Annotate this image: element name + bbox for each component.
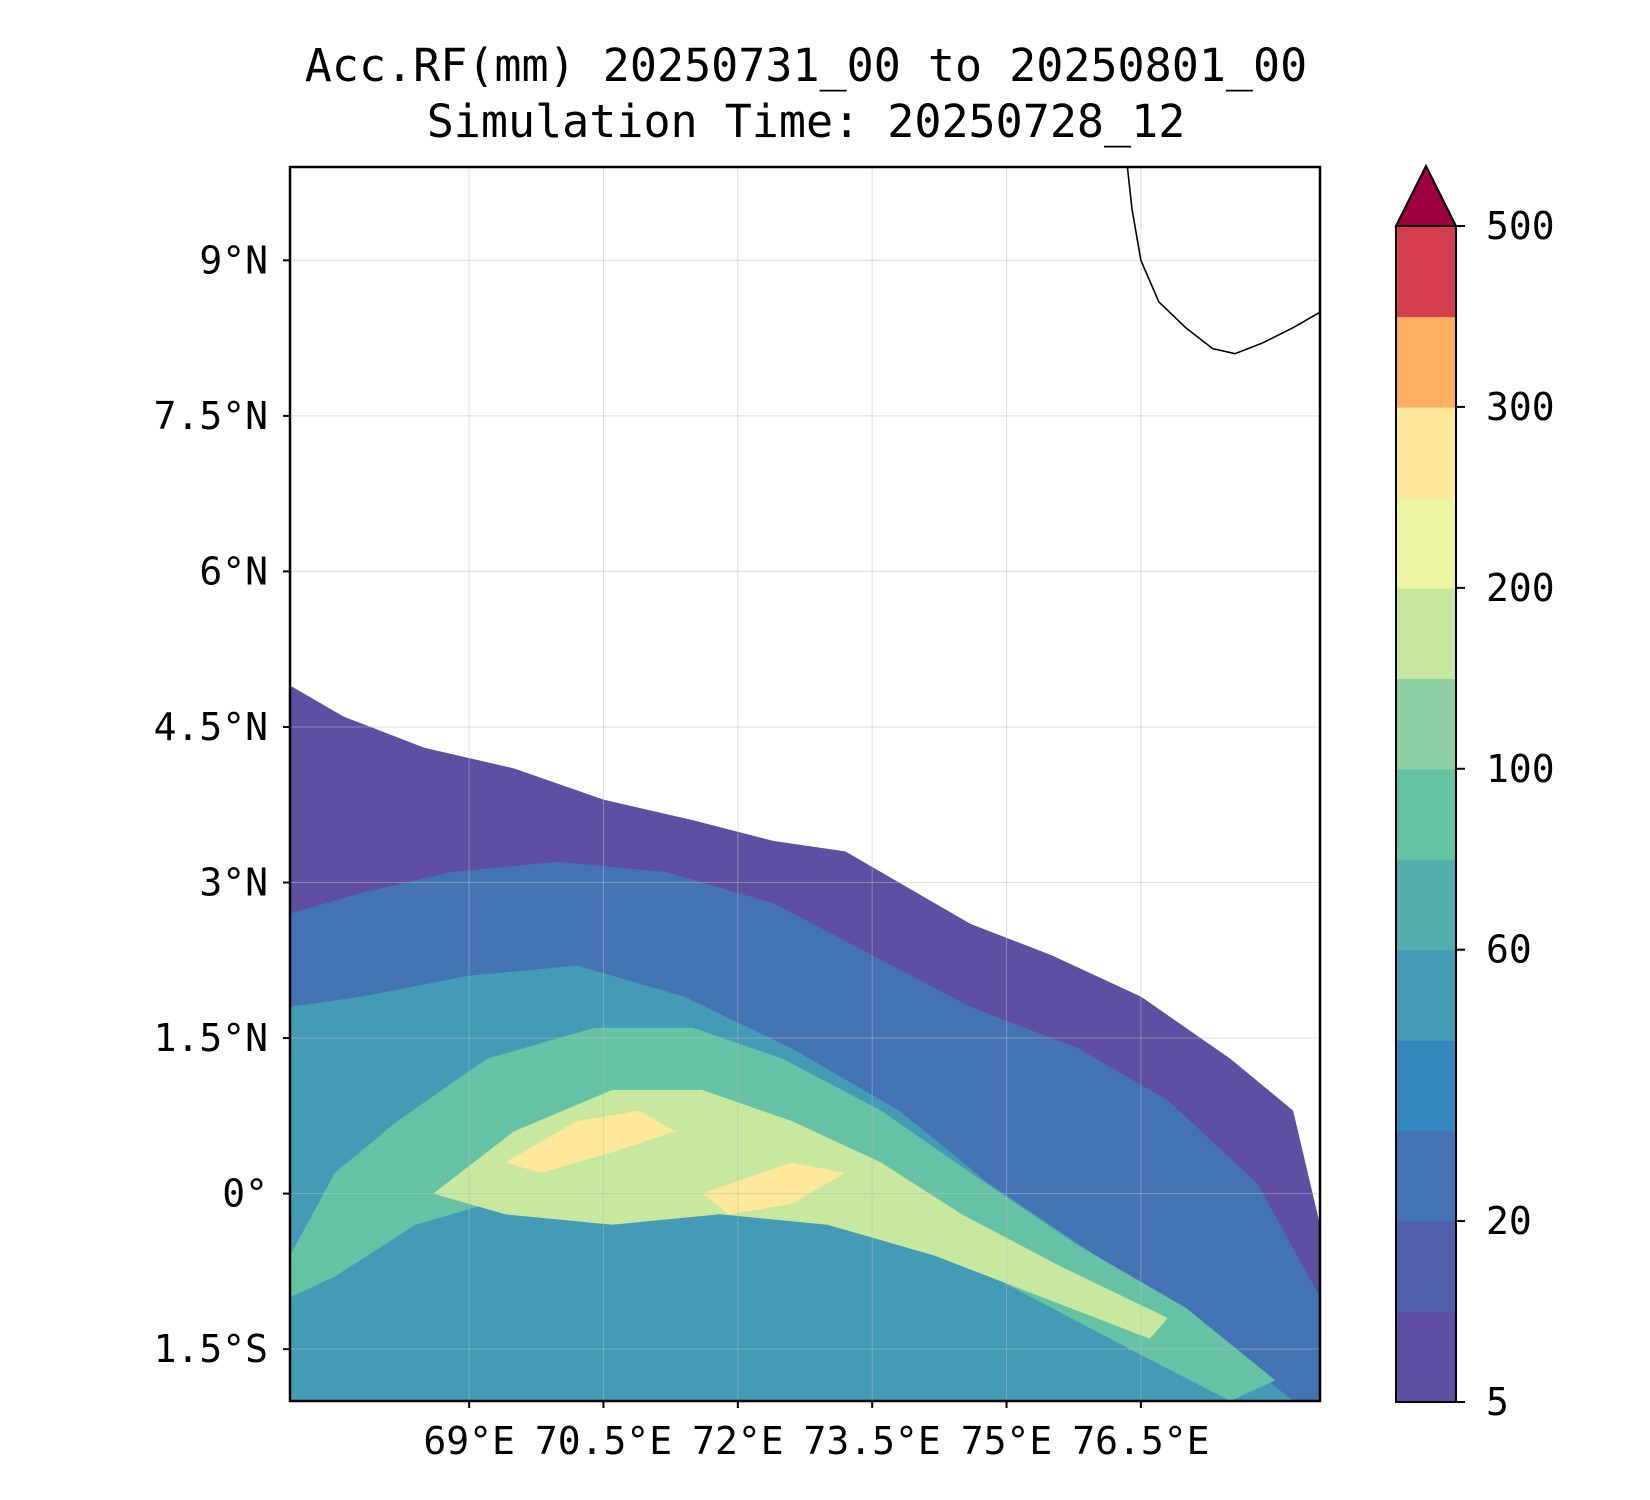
colorbar-segment-5 [1396, 859, 1456, 951]
colorbar-segment-12 [1396, 226, 1456, 318]
lon-tick-label-0: 69°E [423, 1419, 515, 1463]
colorbar-tick-label-5: 300 [1486, 385, 1555, 429]
rainfall-region-5 [505, 1110, 676, 1173]
lat-tick-label-6: 0° [222, 1172, 268, 1216]
map-title: Acc.RF(mm) 20250731_00 to 20250801_00 Si… [0, 38, 1612, 150]
title-line-2: Simulation Time: 20250728_12 [426, 95, 1186, 148]
colorbar-tick-label-2: 60 [1486, 928, 1532, 972]
colorbar-segment-0 [1396, 1311, 1456, 1403]
colorbar-segment-7 [1396, 678, 1456, 770]
lat-tick-label-0: 9°N [199, 238, 268, 282]
lat-tick-label-3: 4.5°N [154, 705, 268, 749]
lat-tick-label-7: 1.5°S [154, 1327, 268, 1371]
coastline [1126, 167, 1320, 355]
colorbar-tick-label-4: 200 [1486, 566, 1555, 610]
lat-tick-label-1: 7.5°N [154, 394, 268, 438]
lon-tick-label-3: 73.5°E [804, 1419, 941, 1463]
map-frame [288, 165, 1322, 1403]
lon-tick-label-5: 76.5°E [1072, 1419, 1209, 1463]
colorbar-segment-6 [1396, 768, 1456, 860]
lat-tick-label-2: 6°N [199, 549, 268, 593]
colorbar-segment-2 [1396, 1130, 1456, 1222]
lon-tick-label-4: 75°E [961, 1419, 1053, 1463]
colorbar-segment-10 [1396, 406, 1456, 498]
colorbar-tick-label-0: 5 [1486, 1380, 1509, 1424]
colorbar-segment-4 [1396, 949, 1456, 1041]
colorbar-segment-8 [1396, 587, 1456, 679]
rainfall-region-4 [433, 1089, 1168, 1339]
colorbar-segment-9 [1396, 497, 1456, 589]
colorbar-segment-11 [1396, 316, 1456, 408]
lon-tick-layer: 69°E 70.5°E 72°E 73.5°E 75°E 76.5°E [423, 1401, 1210, 1463]
colorbar-segment-1 [1396, 1221, 1456, 1313]
coastline-layer [1126, 167, 1320, 355]
lat-tick-layer: 9°N 7.5°N 6°N 4.5°N 3°N 1.5°N 0° 1.5°S [154, 238, 290, 1371]
colorbar-frame [1395, 225, 1457, 1403]
title-line-1: Acc.RF(mm) 20250731_00 to 20250801_00 [304, 39, 1308, 92]
colorbar-segment-3 [1396, 1040, 1456, 1132]
gridline-layer [290, 167, 1320, 1401]
colorbar-tick-label-3: 100 [1486, 747, 1555, 791]
colorbar-tick-label-1: 20 [1486, 1199, 1532, 1243]
lon-tick-label-1: 70.5°E [535, 1419, 672, 1463]
colorbar-extend-arrow [1394, 163, 1458, 227]
colorbar: 5 20 60 100 200 300 500 [1394, 163, 1555, 1424]
rainfall-fill-layer [290, 685, 1320, 1401]
rainfall-region-3 [290, 1027, 1276, 1401]
colorbar-tick-label-6: 500 [1486, 204, 1555, 248]
lon-tick-label-2: 72°E [692, 1419, 784, 1463]
lat-tick-label-4: 3°N [199, 861, 268, 905]
lat-tick-label-5: 1.5°N [154, 1016, 268, 1060]
